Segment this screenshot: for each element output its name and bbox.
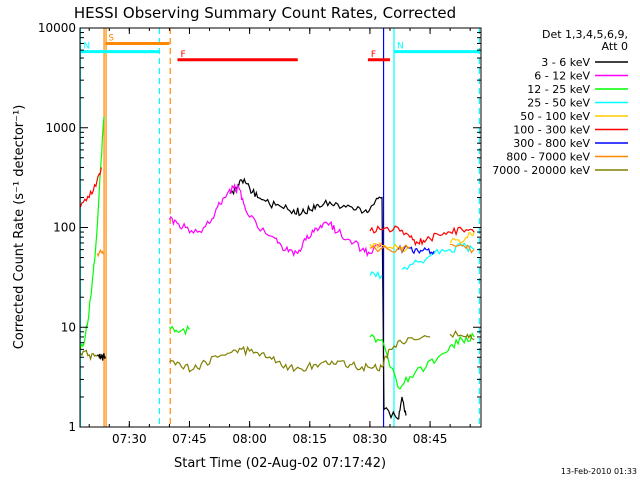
- series-line-2: [79, 116, 475, 390]
- x-tick-label-3: 08:15: [292, 432, 327, 446]
- legend-label-0: 3 - 6 keV: [541, 56, 590, 69]
- legend-label-1: 6 - 12 keV: [534, 70, 590, 83]
- legend-label-2: 12 - 25 keV: [527, 83, 590, 96]
- y-tick-label-0: 1: [68, 420, 76, 434]
- x-tick-label-4: 08:30: [353, 432, 388, 446]
- x-tick-label-2: 08:00: [232, 432, 267, 446]
- chart-marks: S N N F F: [79, 33, 481, 420]
- flag-bar-label-3: F: [180, 50, 185, 60]
- y-axis-label: Corrected Count Rate (s⁻¹ detector⁻¹): [12, 105, 27, 350]
- x-tick-label-5: 08:45: [413, 432, 448, 446]
- y-tick-label-2: 100: [53, 221, 76, 235]
- flag-bar-label-2: N: [397, 42, 404, 52]
- legend-label-7: 800 - 7000 keV: [506, 151, 590, 164]
- series-line-7: [96, 243, 475, 258]
- legend-label-8: 7000 - 20000 keV: [492, 164, 590, 177]
- series-line-4: [369, 231, 475, 253]
- series-line-3: [369, 242, 475, 280]
- flag-bar-label-0: S: [108, 33, 114, 43]
- x-tick-label-0: 07:30: [112, 432, 147, 446]
- series-line-8: [79, 330, 475, 373]
- y-tick-label-1: 10: [61, 320, 76, 334]
- legend-header-0: Det 1,3,4,5,6,9,: [542, 28, 628, 41]
- series-line-5: [79, 167, 475, 247]
- legend-label-5: 100 - 300 keV: [513, 124, 590, 137]
- series-line-0: [96, 177, 407, 420]
- y-tick-label-4: 10000: [38, 21, 76, 35]
- flag-bar-label-4: F: [371, 50, 376, 60]
- legend-label-6: 300 - 800 keV: [513, 137, 590, 150]
- x-tick-label-1: 07:45: [172, 432, 207, 446]
- series-line-1: [168, 182, 383, 258]
- flag-bar-label-1: N: [83, 42, 90, 52]
- legend-header-1: Att 0: [602, 40, 628, 53]
- chart-title: HESSI Observing Summary Count Rates, Cor…: [74, 4, 456, 22]
- footer-timestamp: 13-Feb-2010 01:33: [561, 467, 637, 476]
- y-tick-label-3: 1000: [45, 121, 76, 135]
- x-axis-label: Start Time (02-Aug-02 07:17:42): [174, 456, 386, 471]
- legend-label-4: 50 - 100 keV: [520, 110, 590, 123]
- axes: 07:30 07:45 08:00 08:15 08:30 08:45 1 10 100 1000…: [38, 21, 481, 446]
- legend-label-3: 25 - 50 keV: [527, 97, 590, 110]
